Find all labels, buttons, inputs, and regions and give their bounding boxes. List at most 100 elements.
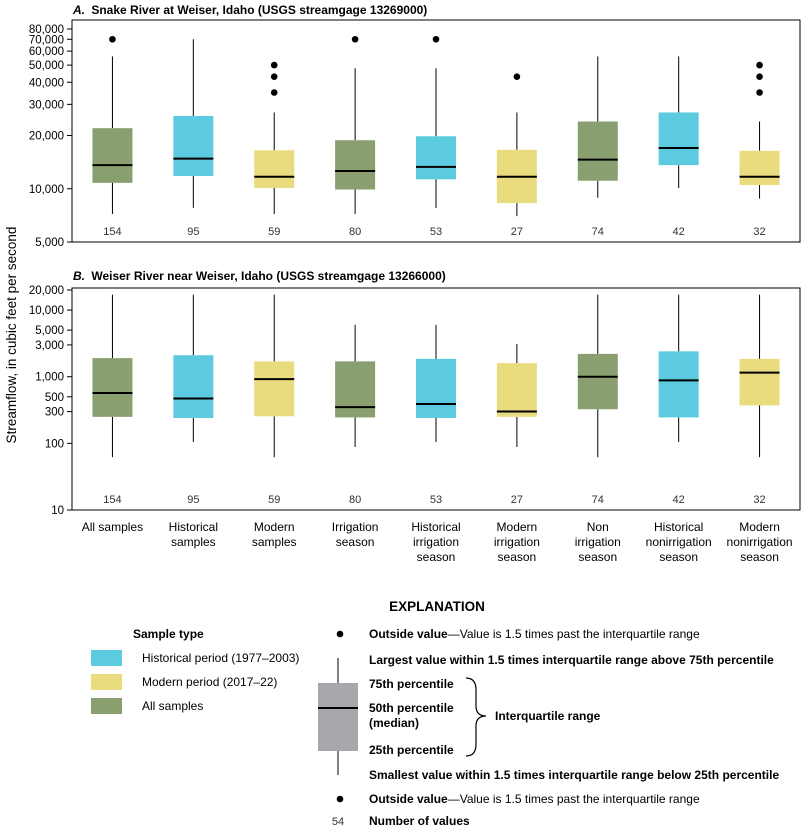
count-label-a-4: 53	[430, 226, 442, 238]
category-label-line: Non	[587, 520, 609, 534]
legend-swatch-all	[91, 698, 122, 714]
box-b-8	[739, 358, 780, 406]
count-label-b-1: 95	[187, 494, 199, 506]
outlier-a-4-0	[432, 35, 440, 43]
category-label-7: Historical nonirrigation season	[646, 520, 712, 564]
count-label-a-6: 74	[592, 226, 604, 238]
count-label-b-7: 42	[673, 494, 685, 506]
y-tick-label-b-2: 300	[45, 407, 64, 419]
legend-label-historical: Historical period (1977–2003)	[142, 651, 299, 665]
outlier-a-8-1	[756, 73, 763, 80]
outlier-a-3-0	[351, 35, 359, 43]
outlier-a-8-2	[756, 61, 763, 69]
category-label-line: season	[498, 550, 537, 564]
count-label-b-0: 154	[103, 494, 121, 506]
y-tick-label-a-0: 5,000	[35, 237, 64, 249]
box-a-0	[92, 128, 133, 183]
count-label-a-3: 80	[349, 226, 361, 238]
count-label-a-1: 95	[187, 226, 199, 238]
category-label-line: season	[417, 550, 456, 564]
category-label-5: Modern irrigation season	[494, 520, 540, 564]
legend-example-box	[318, 683, 358, 751]
count-label-b-8: 32	[753, 494, 765, 506]
count-label-a-5: 27	[511, 226, 523, 238]
y-tick-label-b-5: 3,000	[35, 340, 64, 352]
legend-smallest: Smallest value within 1.5 times interqua…	[369, 768, 779, 782]
count-label-b-6: 74	[592, 494, 604, 506]
panel-a-title: A. Snake River at Weiser, Idaho (USGS st…	[72, 3, 427, 17]
y-tick-label-b-7: 10,000	[29, 305, 64, 317]
panel-b-boxes	[92, 294, 780, 458]
count-label-b-5: 27	[511, 494, 523, 506]
legend-iqr-brace	[465, 677, 487, 757]
category-label-line: season	[740, 550, 779, 564]
category-label-line: Historical	[654, 520, 703, 534]
legend-outside-top: Outside value—Value is 1.5 times past th…	[369, 627, 700, 641]
legend-outside-top-bold: Outside value	[369, 627, 448, 641]
count-label-b-3: 80	[349, 494, 361, 506]
y-tick-label-b-0: 10	[51, 505, 64, 517]
legend-p50-line1: 50th percentile	[369, 701, 454, 715]
box-b-5	[496, 363, 537, 417]
count-label-b-2: 59	[268, 494, 280, 506]
outlier-a-5-0	[513, 73, 521, 80]
legend-p50-line2: (median)	[369, 716, 419, 730]
y-tick-label-b-4: 1,000	[35, 372, 64, 384]
box-b-1	[173, 355, 214, 419]
box-a-6	[577, 121, 618, 181]
panel-a-boxes	[92, 35, 780, 217]
box-a-8	[739, 150, 780, 186]
legend-outlier-bottom	[336, 795, 344, 803]
panel-a-counts: 154 95 59 80 53 27 74 42 32	[103, 226, 765, 238]
y-tick-label-a-4: 40,000	[29, 77, 64, 89]
category-label-line: season	[659, 550, 698, 564]
category-label-line: Modern	[254, 520, 295, 534]
category-label-line: irrigation	[413, 535, 459, 549]
panel-a: A. Snake River at Weiser, Idaho (USGS st…	[29, 3, 801, 249]
y-tick-label-a-2: 20,000	[29, 131, 64, 143]
legend-outside-bottom-bold: Outside value	[369, 792, 448, 806]
y-tick-label-b-8: 20,000	[29, 285, 64, 297]
box-a-3	[335, 140, 376, 190]
legend-p25: 25th percentile	[369, 743, 454, 757]
legend-outside-bottom-rest: —Value is 1.5 times past the interquarti…	[448, 792, 700, 806]
category-label-line: Modern	[739, 520, 780, 534]
count-label-a-7: 42	[673, 226, 685, 238]
category-label-line: Irrigation	[332, 520, 379, 534]
category-label-8: Modern nonirrigation season	[727, 520, 793, 564]
count-label-b-4: 53	[430, 494, 442, 506]
panel-b-frame	[71, 287, 801, 511]
legend-outside-top-rest: —Value is 1.5 times past the interquarti…	[448, 627, 700, 641]
panel-b-title-text: Weiser River near Weiser, Idaho (USGS st…	[91, 269, 445, 283]
legend-iqr: Interquartile range	[495, 709, 601, 723]
box-a-2	[254, 150, 295, 188]
legend-swatch-historical	[91, 650, 122, 666]
outlier-a-2-2	[270, 61, 278, 69]
category-label-line: samples	[171, 535, 216, 549]
category-label-line: All samples	[82, 520, 143, 534]
count-label-a-0: 154	[103, 226, 121, 238]
box-a-7	[658, 112, 699, 166]
legend-label-all: All samples	[142, 699, 203, 713]
category-label-6: Non irrigation season	[575, 520, 621, 564]
y-tick-label-b-3: 500	[45, 392, 64, 404]
legend-largest: Largest value within 1.5 times interquar…	[369, 653, 774, 667]
outlier-a-2-0	[270, 89, 278, 96]
count-label-a-2: 59	[268, 226, 280, 238]
box-b-4	[416, 358, 456, 419]
legend-swatch-modern	[91, 674, 122, 690]
count-label-a-8: 32	[753, 226, 765, 238]
outlier-a-8-0	[756, 89, 763, 96]
sample-type-title: Sample type	[133, 627, 204, 641]
y-tick-label-a-6: 60,000	[29, 46, 64, 58]
panel-a-letter: A.	[72, 3, 85, 17]
box-b-0	[92, 358, 133, 417]
legend-outlier-top	[336, 630, 344, 638]
panel-a-y-ticks: 5,000 10,000 20,000 30,000 40,000 50,000 60,00…	[29, 24, 72, 249]
y-tick-label-a-3: 30,000	[29, 99, 64, 111]
y-tick-label-a-7: 70,000	[29, 34, 64, 46]
panel-a-frame	[71, 19, 801, 243]
legend-number-example: 54	[332, 816, 344, 828]
legend-sample-types: Historical period (1977–2003) Modern peri…	[91, 650, 299, 714]
